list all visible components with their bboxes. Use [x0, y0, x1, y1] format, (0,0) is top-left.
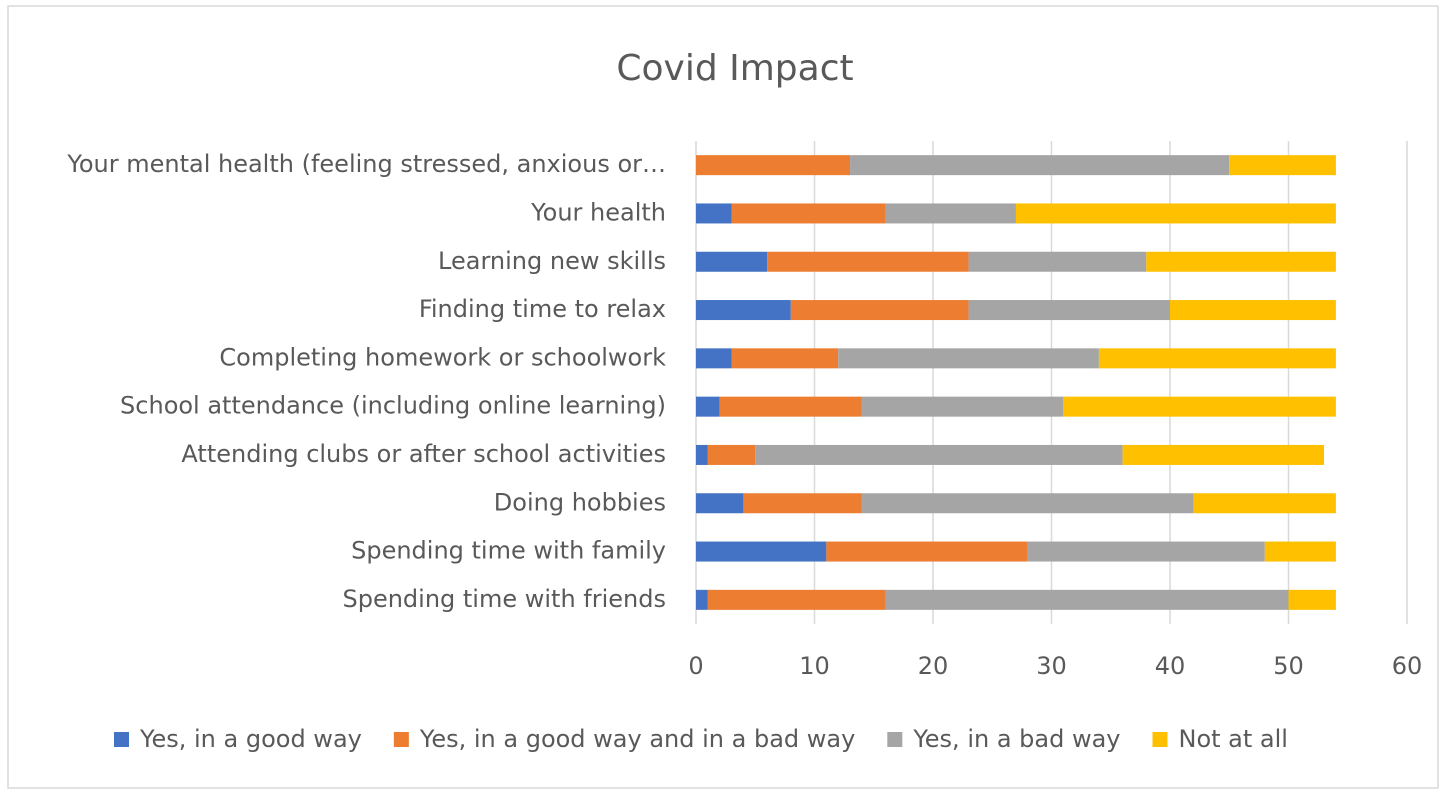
x-tick-label: 30: [1036, 652, 1067, 680]
bar-segment: [1193, 493, 1336, 514]
legend-label: Yes, in a good way: [139, 725, 362, 753]
bar-segment: [1098, 348, 1336, 369]
bar-segment: [1122, 444, 1325, 465]
bar-segment: [696, 541, 827, 562]
bar-segment: [755, 444, 1123, 465]
legend-label: Not at all: [1179, 725, 1288, 753]
bar-segment: [885, 203, 1016, 224]
bar-segment: [696, 444, 708, 465]
y-tick-label: Attending clubs or after school activiti…: [181, 440, 666, 468]
bar-segment: [696, 251, 768, 272]
x-tick-label: 50: [1273, 652, 1304, 680]
bar-segment: [968, 300, 1170, 321]
bar-segment: [1264, 541, 1336, 562]
bar-segment: [696, 203, 732, 224]
y-tick-label: Completing homework or schoolwork: [219, 343, 666, 371]
x-tick-label: 10: [799, 652, 830, 680]
bar-segment: [885, 589, 1289, 610]
legend-swatch: [393, 732, 409, 747]
bar-segment: [719, 396, 862, 417]
y-tick-label: Spending time with family: [351, 537, 666, 565]
bar-segment: [1229, 155, 1336, 176]
bar-segment: [826, 541, 1028, 562]
bar-segment: [696, 300, 791, 321]
bar-segment: [731, 203, 886, 224]
x-tick-label: 0: [688, 652, 703, 680]
x-tick-label: 20: [918, 652, 949, 680]
chart-title: Covid Impact: [616, 48, 853, 89]
bar-segment: [861, 493, 1194, 514]
bar-segment: [861, 396, 1064, 417]
bar-segment: [1146, 251, 1336, 272]
bar-segment: [731, 348, 839, 369]
y-tick-label: Your health: [530, 198, 666, 226]
y-tick-label: Your mental health (feeling stressed, an…: [66, 150, 666, 178]
legend-label: Yes, in a bad way: [912, 725, 1120, 753]
legend-swatch: [1152, 732, 1168, 747]
bar-segment: [696, 396, 720, 417]
y-tick-label: Finding time to relax: [419, 295, 666, 323]
x-tick-label: 60: [1392, 652, 1423, 680]
bar-segment: [767, 251, 969, 272]
y-tick-label: Spending time with friends: [342, 585, 666, 613]
y-tick-label: Learning new skills: [438, 247, 666, 275]
bar-segment: [743, 493, 862, 514]
x-tick-label: 40: [1155, 652, 1186, 680]
bar-segment: [707, 589, 886, 610]
bar-segment: [968, 251, 1147, 272]
bar-segment: [696, 589, 708, 610]
bar-segment: [838, 348, 1099, 369]
bar-segment: [696, 155, 851, 176]
bar-segment: [1288, 589, 1336, 610]
legend-swatch: [114, 732, 129, 747]
bar-segment: [1027, 541, 1265, 562]
bar-segment: [1063, 396, 1336, 417]
y-tick-label: School attendance (including online lear…: [120, 392, 666, 420]
y-tick-label: Doing hobbies: [494, 488, 666, 516]
bar-segment: [707, 444, 756, 465]
bar-segment: [850, 155, 1230, 176]
bar-segment: [696, 348, 732, 369]
bar-segment: [1170, 300, 1336, 321]
bar-segment: [790, 300, 969, 321]
bar-segment: [1015, 203, 1336, 224]
bar-segment: [696, 493, 744, 514]
legend-swatch: [887, 732, 903, 747]
legend-label: Yes, in a good way and in a bad way: [419, 725, 855, 753]
